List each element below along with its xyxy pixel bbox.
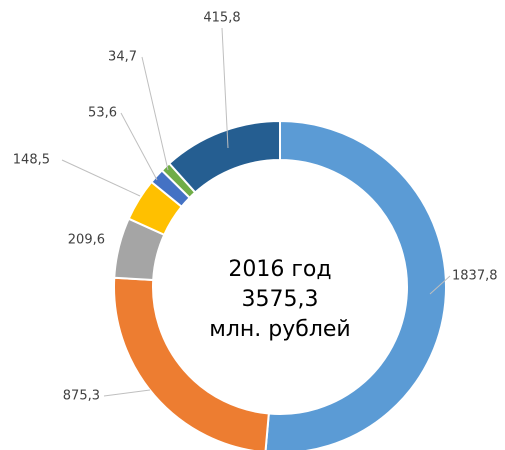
center-text: 2016 год: [228, 257, 331, 282]
leader-line: [103, 389, 151, 397]
center-text: 3575,3: [242, 287, 319, 312]
data-label: 53,6: [88, 106, 117, 121]
data-label: 1837,8: [452, 269, 498, 284]
data-label: 875,3: [63, 389, 100, 404]
data-label: 209,6: [68, 233, 105, 248]
center-text: млн. рублей: [209, 317, 350, 342]
data-label: 148,5: [13, 153, 50, 168]
data-label: 34,7: [108, 50, 137, 65]
donut-segment: [167, 119, 281, 194]
leader-line: [141, 56, 169, 171]
leader-line: [429, 275, 451, 295]
leader-line: [120, 112, 158, 181]
data-label: 415,8: [203, 11, 240, 26]
donut-segment: [264, 119, 447, 450]
leader-line: [221, 27, 229, 149]
leader-line: [61, 159, 141, 197]
